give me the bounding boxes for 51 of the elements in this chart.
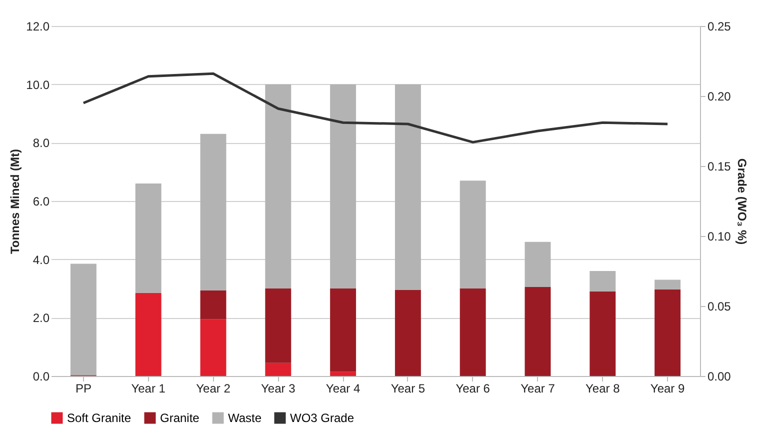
y2-tick-label: 0.10 (708, 230, 732, 244)
x-tick-label: Year 5 (390, 382, 426, 396)
y-tick-label: 8.0 (32, 136, 50, 150)
bar (265, 362, 292, 376)
y2-tick-label: 0.00 (708, 370, 732, 384)
bar (460, 180, 486, 288)
x-tick-label: Year 8 (586, 382, 620, 396)
bar (394, 290, 421, 376)
line-series (82, 72, 669, 144)
bar (524, 287, 551, 376)
legend-label: Granite (160, 411, 200, 425)
y-tick-label: 2.0 (32, 311, 50, 326)
bar (524, 242, 551, 288)
bar (200, 290, 226, 320)
bar (590, 271, 616, 292)
bar (394, 84, 421, 290)
x-tick-label: Year 7 (520, 382, 556, 396)
y2-tick-label: 0.20 (708, 90, 732, 104)
y2-axis-title: Grade (WO₃ %) (734, 158, 749, 245)
bar (654, 280, 681, 290)
x-tick-label: Year 2 (196, 382, 231, 396)
bar (265, 288, 292, 363)
y2-tick-label: 0.05 (708, 300, 732, 314)
bar (654, 289, 681, 376)
x-tick-label: PP (75, 382, 92, 396)
legend-label: WO3 Grade (290, 411, 354, 425)
x-tick-label: Year 1 (131, 382, 166, 396)
bar (200, 319, 226, 376)
legend-label: Waste (228, 411, 262, 425)
y-tick-label: 12.0 (26, 20, 50, 34)
bar (590, 291, 616, 376)
bar (135, 184, 162, 293)
x-tick-label: Year 4 (326, 382, 360, 396)
bar (135, 292, 162, 376)
x-tick-label: Year 9 (650, 382, 685, 396)
x-tick-label: Year 6 (456, 382, 490, 396)
y2-tick-label: 0.25 (708, 20, 732, 34)
y-tick-label: 4.0 (32, 252, 50, 267)
bar (330, 372, 356, 376)
bar (460, 288, 486, 376)
legend-label: Soft Granite (67, 411, 132, 425)
bar (265, 84, 292, 288)
bar (330, 288, 356, 372)
bar (330, 84, 356, 288)
y-axis-title: Tonnes Mined (Mt) (8, 148, 22, 254)
bar (200, 134, 226, 291)
y-tick-label: 10.0 (26, 78, 50, 92)
y-tick-label: 6.0 (32, 194, 50, 208)
x-tick-label: Year 3 (261, 382, 296, 396)
y-tick-label: 0.0 (32, 370, 50, 384)
y2-tick-label: 0.15 (708, 160, 732, 174)
